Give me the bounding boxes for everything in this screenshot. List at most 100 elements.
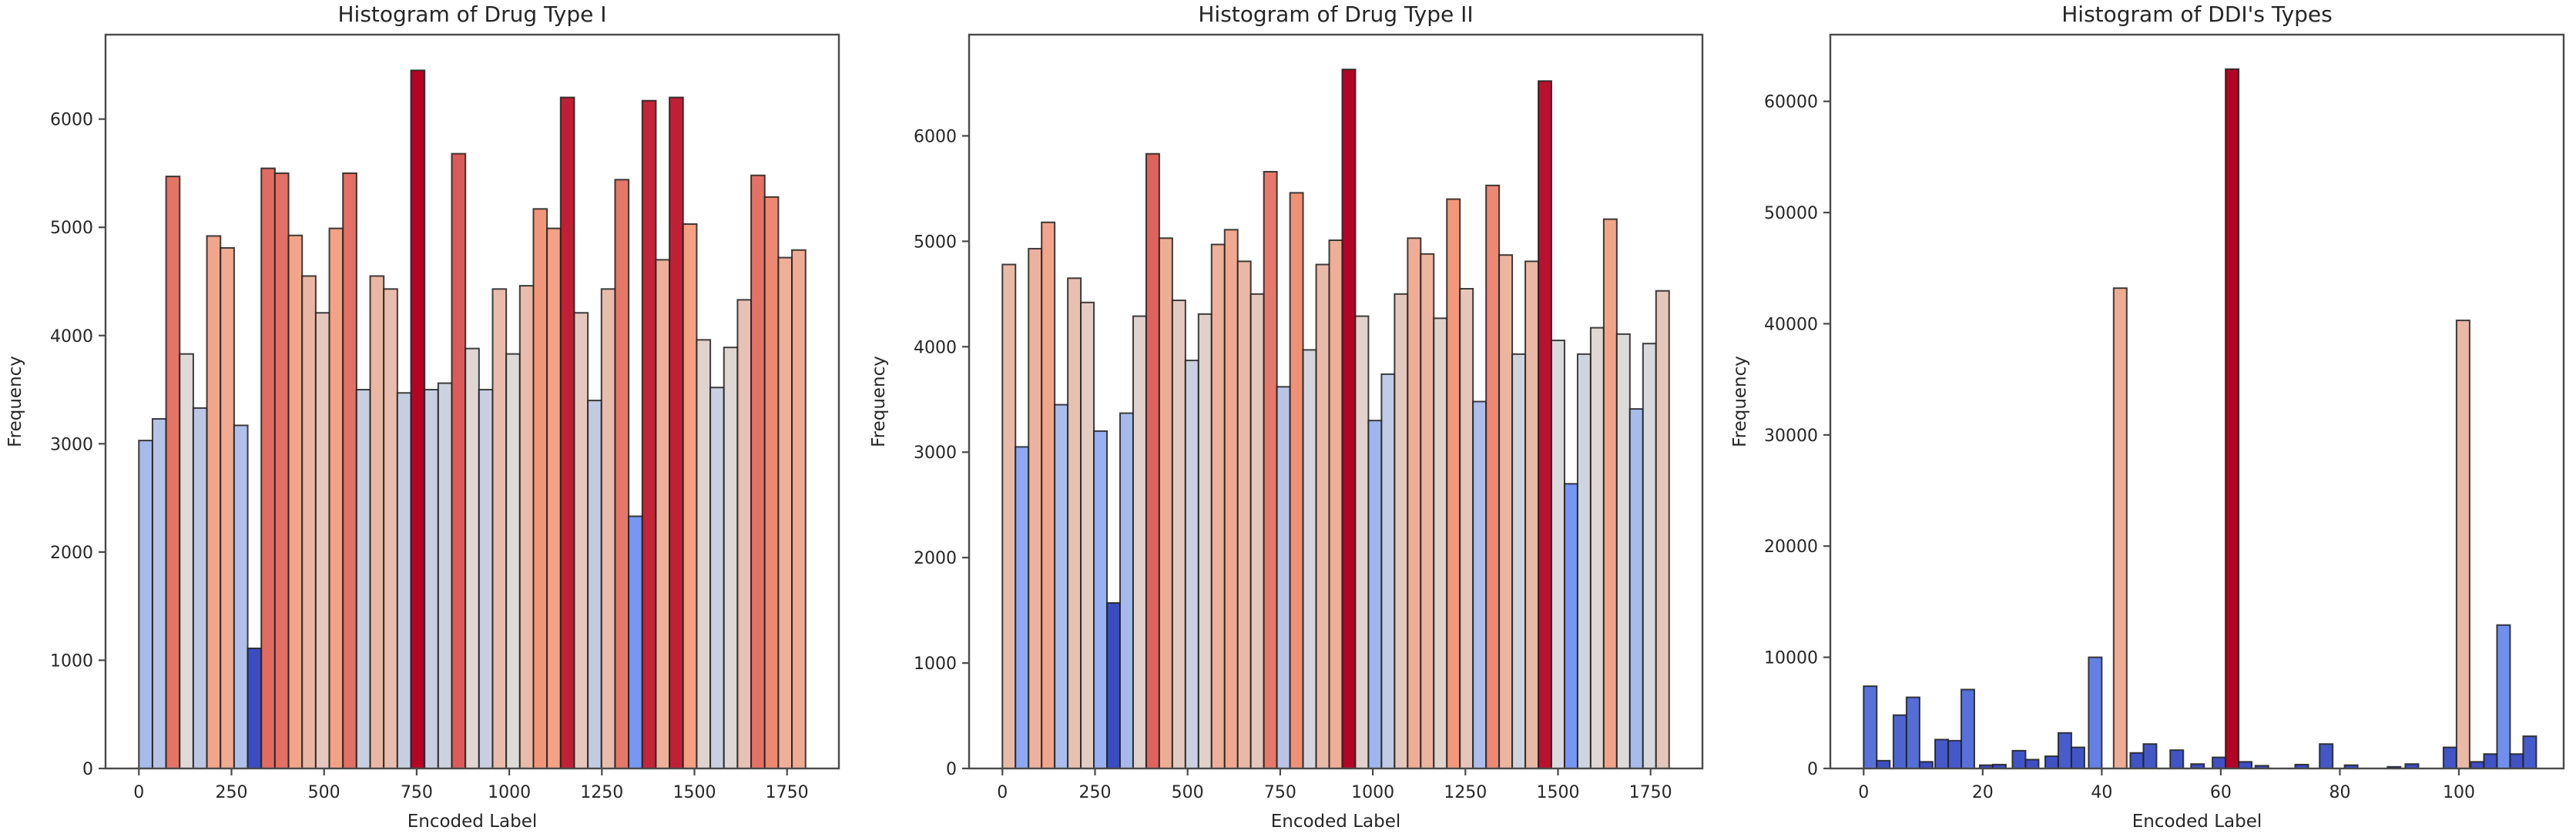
histogram-bar bbox=[1197, 313, 1213, 770]
x-tick-label: 1000 bbox=[1351, 783, 1394, 802]
x-tick-label: 1750 bbox=[1629, 783, 1672, 802]
histogram-bar bbox=[2070, 746, 2085, 770]
histogram-bar bbox=[600, 288, 616, 769]
histogram-bar bbox=[301, 275, 317, 769]
histogram-bar bbox=[1420, 253, 1435, 769]
histogram-bar bbox=[491, 288, 508, 769]
y-axis-label: Frequency bbox=[1730, 356, 1750, 447]
histogram-bar bbox=[709, 387, 725, 769]
x-tick-label: 1000 bbox=[488, 783, 531, 802]
histogram-bar bbox=[682, 223, 698, 770]
x-tick-label: 1250 bbox=[580, 783, 623, 802]
chart-title: Histogram of Drug Type I bbox=[337, 2, 606, 27]
x-tick-label: 40 bbox=[2091, 783, 2112, 802]
histogram-bar bbox=[1236, 260, 1252, 769]
x-tick-label: 1750 bbox=[766, 783, 809, 802]
y-tick-label: 6000 bbox=[914, 127, 957, 146]
histogram-bar bbox=[1289, 192, 1304, 769]
histogram-bar bbox=[1028, 247, 1043, 769]
x-tick-label: 60 bbox=[2210, 783, 2232, 802]
y-tick-label: 40000 bbox=[1764, 315, 1818, 334]
histogram-bar bbox=[1615, 333, 1631, 769]
histogram-bar bbox=[1551, 340, 1565, 769]
histogram-bar bbox=[614, 179, 630, 770]
axes-group: 0 250 500 750 1000 1250 1500 1750 0 1000 2000 3000 4… bbox=[914, 33, 1704, 802]
y-tick-label: 5000 bbox=[50, 219, 93, 238]
histogram-bar bbox=[1433, 317, 1448, 769]
histogram-bar bbox=[179, 353, 194, 769]
axes-group: 0 20 40 60 80 100 0 10000 20000 30000 40000 50000 60… bbox=[1764, 33, 2565, 802]
histogram-bar bbox=[2088, 656, 2103, 769]
histogram-bar bbox=[192, 407, 208, 769]
histogram-bar bbox=[1628, 408, 1644, 770]
histogram-bar bbox=[396, 392, 412, 769]
histogram-bar bbox=[1918, 761, 1934, 770]
histogram-bar bbox=[2044, 755, 2059, 769]
histogram-bar bbox=[2509, 753, 2524, 769]
chart-histogram-ddi-types: 0 20 40 60 80 100 0 10000 20000 30000 40000 50000 60… bbox=[1730, 2, 2565, 832]
histogram-bar bbox=[1106, 602, 1122, 770]
histogram-bar bbox=[424, 389, 439, 769]
y-tick-label: 0 bbox=[82, 760, 93, 779]
x-tick-label: 1500 bbox=[673, 783, 716, 802]
bars-group bbox=[1863, 68, 2537, 770]
x-tick-label: 500 bbox=[1172, 783, 1204, 802]
axes-group: 0 250 500 750 1000 1250 1500 1750 0 1000 2000 3000 4… bbox=[50, 33, 840, 802]
histogram-bar bbox=[1905, 696, 1920, 770]
histogram-bar bbox=[1158, 237, 1173, 769]
histogram-bar bbox=[750, 174, 766, 770]
histogram-bar bbox=[1934, 738, 1949, 770]
x-axis-label: Encoded Label bbox=[1271, 812, 1401, 832]
histogram-bar bbox=[518, 285, 535, 770]
histogram-bar bbox=[1472, 400, 1488, 769]
histogram-bar bbox=[1380, 373, 1396, 769]
histogram-bar bbox=[1263, 171, 1278, 769]
histogram-bar bbox=[247, 647, 263, 769]
histogram-bar bbox=[410, 69, 426, 769]
bars-group bbox=[138, 69, 807, 770]
histogram-bar bbox=[587, 400, 602, 770]
x-tick-label: 0 bbox=[997, 783, 1008, 802]
histogram-bar bbox=[1093, 430, 1109, 770]
histogram-bar bbox=[1341, 69, 1357, 769]
histogram-bar bbox=[383, 288, 398, 769]
histogram-bar bbox=[1223, 229, 1239, 769]
y-tick-label: 4000 bbox=[50, 327, 93, 347]
histogram-bar bbox=[2225, 68, 2240, 769]
histogram-bar bbox=[1184, 360, 1199, 770]
x-tick-label: 80 bbox=[2329, 783, 2350, 802]
histogram-bar bbox=[2212, 756, 2227, 769]
histogram-bar bbox=[1947, 739, 1962, 770]
histogram-bar bbox=[2169, 749, 2185, 769]
chart-histogram-drug-type-2: 0 250 500 750 1000 1250 1500 1750 0 1000 2000 3000 4… bbox=[869, 2, 1704, 832]
histogram-bar bbox=[1171, 300, 1186, 769]
histogram-bar bbox=[777, 256, 793, 769]
histogram-bar bbox=[2057, 732, 2072, 769]
x-tick-label: 20 bbox=[1972, 783, 1994, 802]
histogram-bar bbox=[1315, 263, 1330, 769]
histogram-bar bbox=[1446, 198, 1461, 770]
histogram-bar bbox=[1080, 301, 1095, 770]
histogram-bar bbox=[1563, 483, 1578, 769]
histogram-bar bbox=[1511, 353, 1527, 769]
histogram-bar bbox=[1576, 353, 1592, 769]
histogram-bar bbox=[669, 96, 684, 769]
x-tick-label: 100 bbox=[2443, 783, 2475, 802]
histogram-bar bbox=[1961, 688, 1975, 769]
y-tick-label: 0 bbox=[946, 760, 957, 779]
histogram-bar bbox=[2319, 743, 2334, 769]
histogram-bar bbox=[220, 246, 235, 769]
histogram-bar bbox=[1276, 386, 1291, 769]
histogram-bar bbox=[559, 96, 575, 769]
histogram-bar bbox=[465, 347, 480, 769]
x-tick-label: 0 bbox=[1858, 783, 1869, 802]
histogram-bar bbox=[532, 208, 548, 769]
histogram-bar bbox=[1538, 80, 1553, 769]
histogram-bar bbox=[2011, 749, 2027, 770]
histogram-bar bbox=[1498, 254, 1514, 770]
histogram-bar bbox=[165, 176, 181, 769]
histogram-bar bbox=[328, 227, 344, 770]
histogram-bar bbox=[1119, 412, 1134, 769]
histogram-bar bbox=[546, 227, 562, 770]
